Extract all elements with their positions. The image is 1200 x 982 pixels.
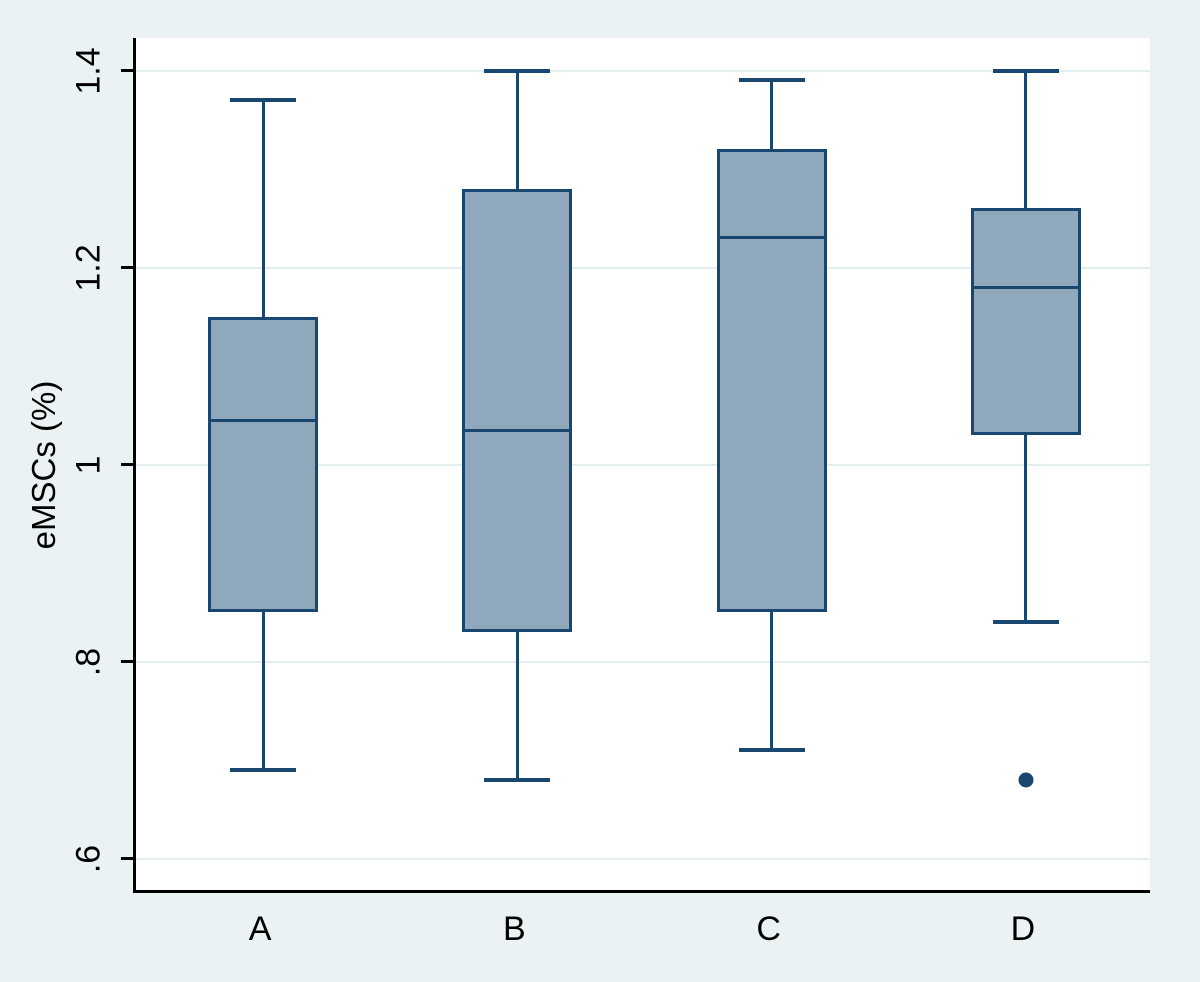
y-tick-label: .8 [69,647,108,676]
lower-whisker [261,612,265,770]
x-category-label: A [248,910,272,948]
y-tick-label: 1.4 [69,46,108,95]
x-category-label: B [503,910,526,948]
median-line [970,285,1081,289]
x-category-label: C [756,910,781,948]
lower-whisker-cap [230,767,297,772]
upper-whisker [261,100,265,317]
y-gridline [136,266,1150,269]
y-tick-mark [121,463,133,466]
upper-whisker-cap [738,78,805,83]
median-line [716,236,827,240]
lower-whisker [770,612,774,751]
y-axis-title: eMSCs (%) [25,380,62,550]
y-tick-label: 1 [69,455,108,474]
upper-whisker [515,70,519,189]
y-tick-label: .6 [69,844,108,873]
y-tick-label: 1.2 [69,243,108,292]
y-gridline [136,660,1150,663]
upper-whisker-cap [230,98,297,103]
x-category-label: D [1010,910,1036,948]
iqr-box [970,208,1081,435]
upper-whisker [1024,70,1028,209]
lower-whisker-cap [484,777,551,782]
lower-whisker [1024,434,1028,623]
upper-whisker [770,80,774,150]
median-line [462,428,573,432]
iqr-box [462,188,573,632]
lower-whisker-cap [992,620,1059,625]
y-tick-mark [121,69,133,72]
y-gridline [136,857,1150,860]
outlier-point [1018,772,1034,788]
plot-area [133,38,1150,893]
y-tick-mark [121,857,133,861]
lower-whisker [515,631,519,780]
lower-whisker-cap [738,748,805,753]
y-gridline [136,463,1150,466]
y-tick-mark [121,266,133,269]
iqr-box [716,149,827,613]
iqr-box [208,316,319,613]
y-tick-mark [121,660,133,664]
upper-whisker-cap [992,68,1059,73]
upper-whisker-cap [484,68,551,73]
y-gridline [136,69,1150,72]
median-line [208,418,319,422]
